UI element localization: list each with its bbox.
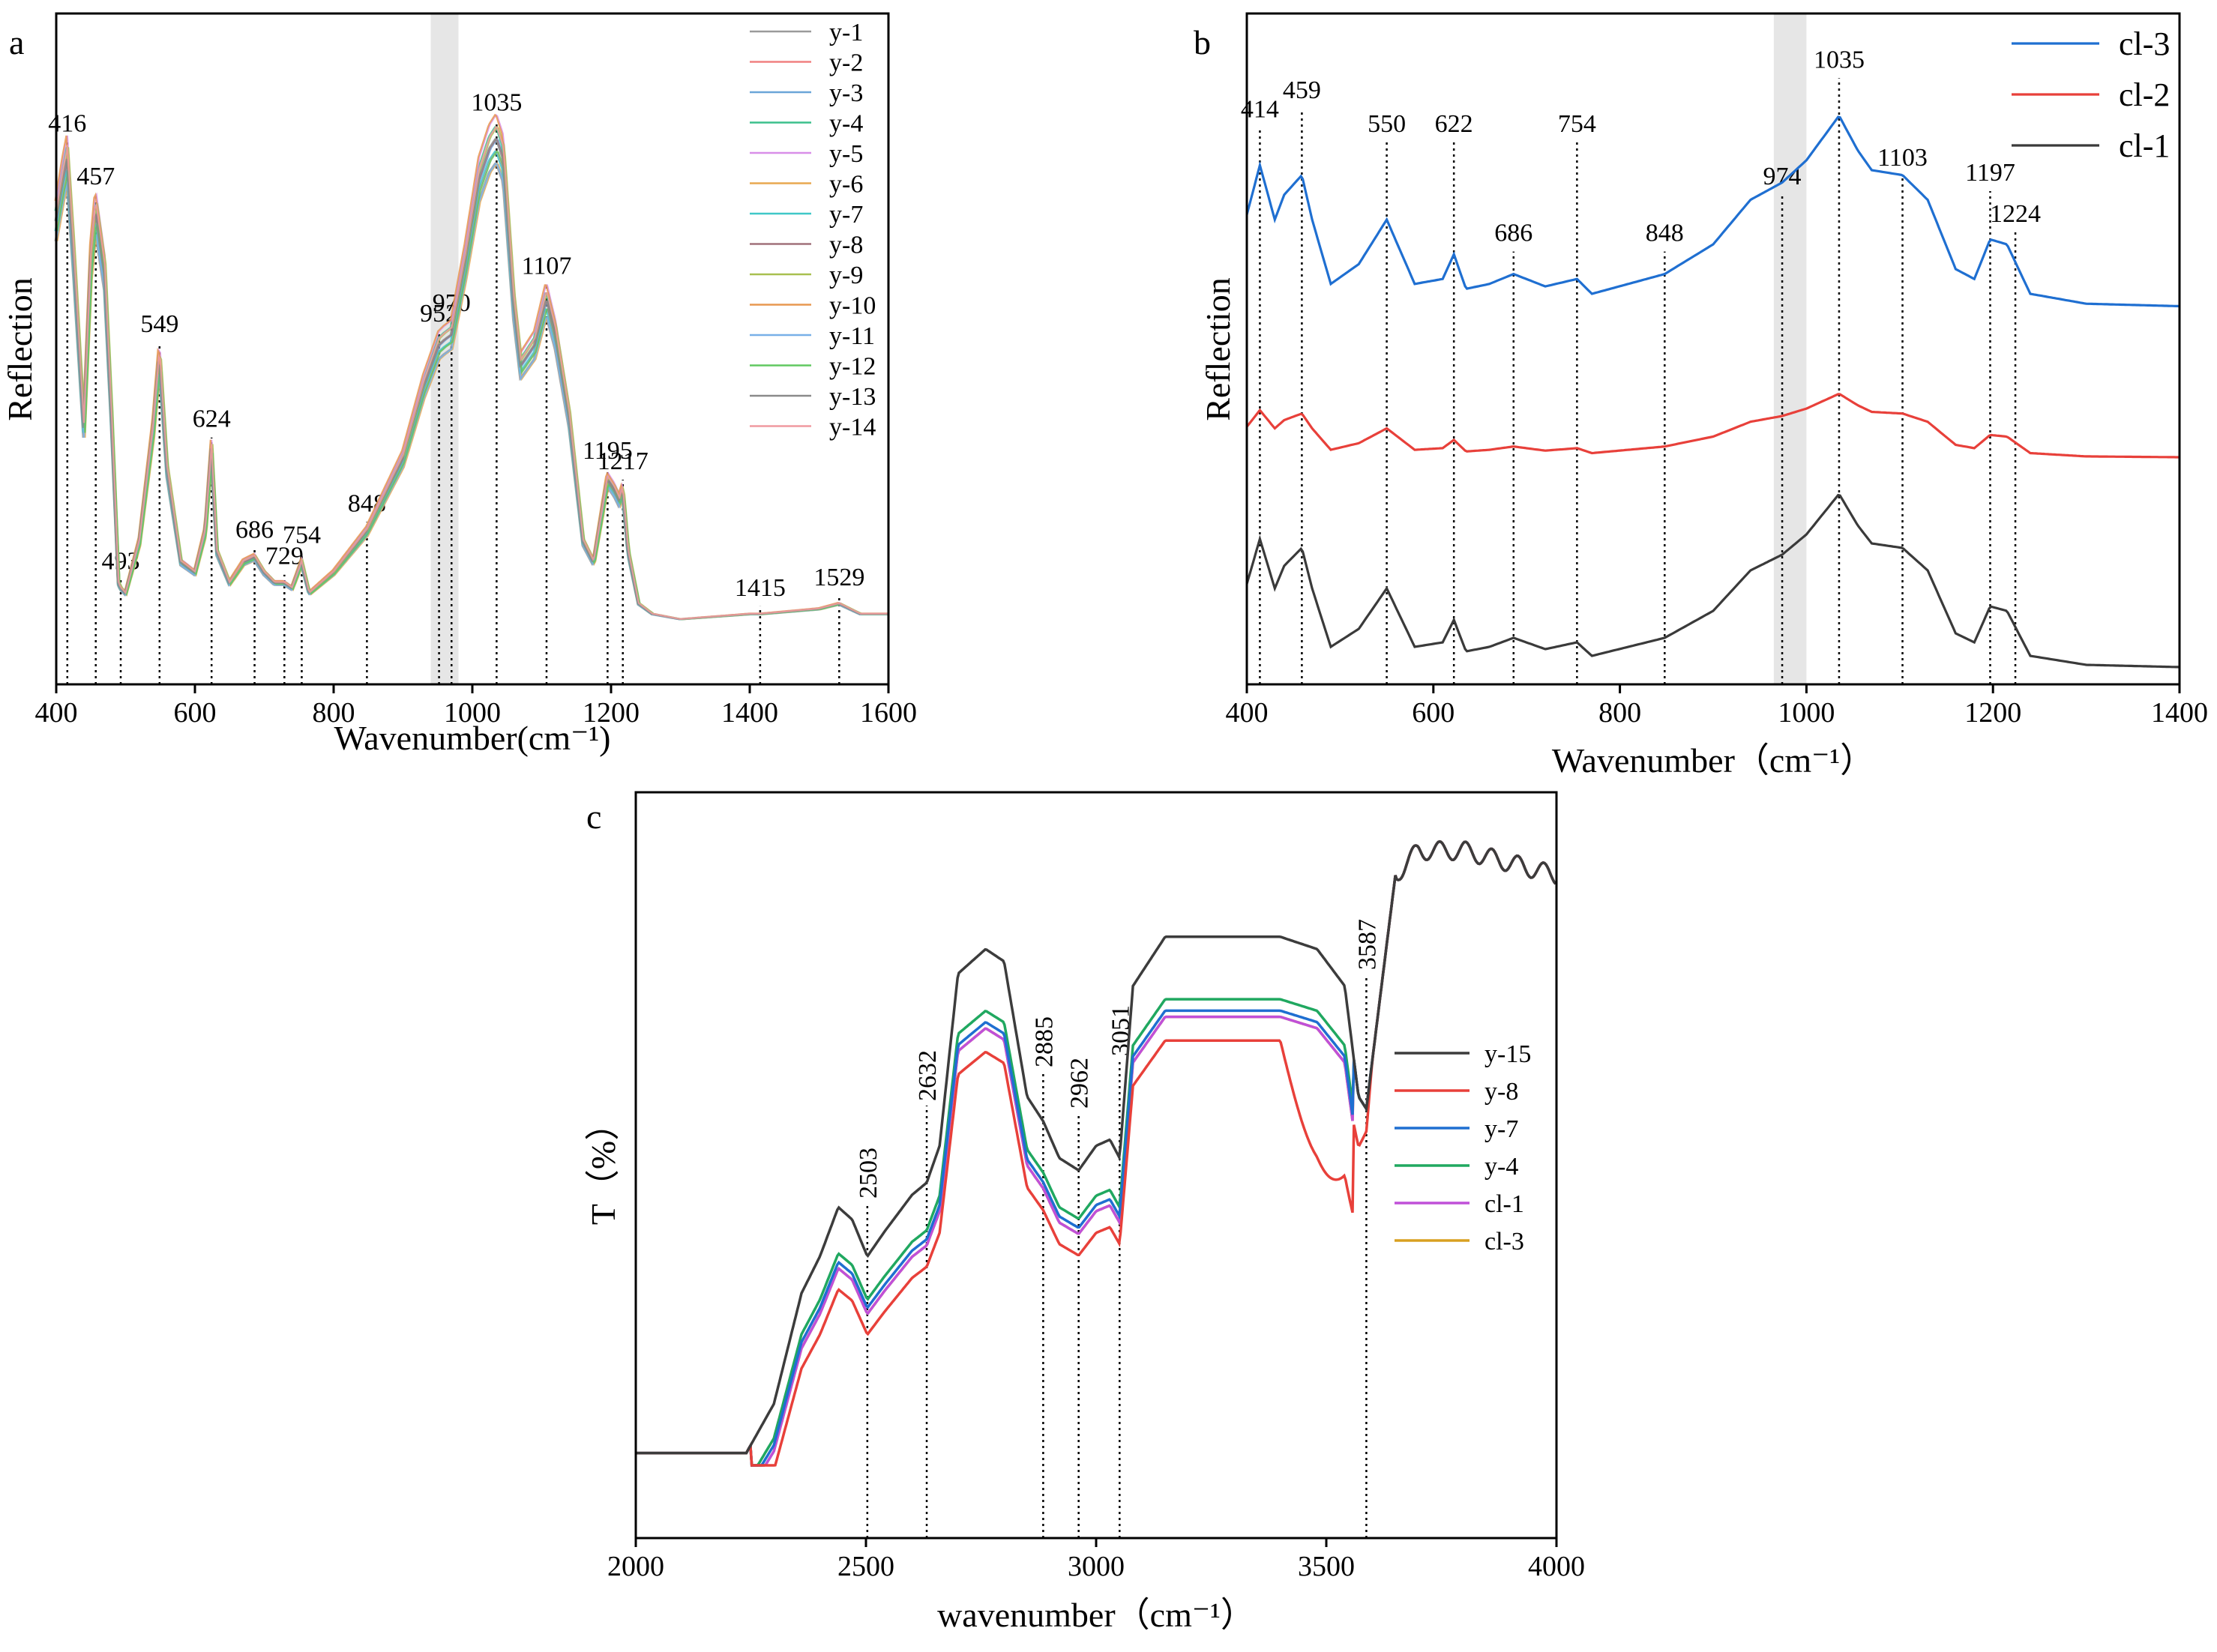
- panel-b-peak-label: 459: [1283, 76, 1321, 104]
- panel-b-peak-label: 974: [1763, 163, 1802, 190]
- panel-a-legend-label: y-10: [829, 292, 876, 320]
- panel-a-legend-label: y-8: [829, 232, 863, 259]
- panel-b-xlabel: Wavenumber（cm⁻¹）: [1552, 741, 1874, 780]
- panel-a-legend-label: y-3: [829, 79, 863, 107]
- panel-c-series-cl-1: [636, 839, 1557, 1467]
- panel-a-peak-label: 1529: [813, 564, 864, 591]
- panel-b-xtick-label: 1000: [1778, 697, 1835, 729]
- panel-a-peak-label: 1415: [735, 574, 786, 602]
- panel-b-xtick-label: 400: [1226, 697, 1269, 729]
- panel-b-legend-label: cl-3: [2119, 25, 2170, 62]
- panel-a-peak-label: 729: [265, 543, 304, 570]
- panel-a-peak-label: 754: [283, 522, 321, 549]
- panel-c-series-y-15: [636, 839, 1557, 1455]
- panel-a-peak-label: 416: [48, 110, 86, 138]
- panel-b-peak-label: 1224: [1990, 200, 2041, 228]
- panel-c-xtick-label: 4000: [1528, 1551, 1585, 1582]
- panel-b-xtick-label: 1400: [2151, 697, 2208, 729]
- panel-a-peak-label: 1035: [471, 88, 522, 116]
- panel-c-xtick-label: 3500: [1298, 1551, 1355, 1582]
- panel-c-xtick-label: 2000: [607, 1551, 664, 1582]
- panel-a-peak-label: 624: [193, 406, 231, 433]
- panel-a-legend: y-1y-2y-3y-4y-5y-6y-7y-8y-9y-10y-11y-12y…: [750, 19, 876, 441]
- panel-a-xtick-label: 400: [35, 697, 78, 729]
- panel-a-peak-label: 1195: [583, 437, 633, 465]
- panel-a-xtick-label: 800: [313, 697, 355, 729]
- panel-a-legend-label: y-5: [829, 140, 863, 168]
- panel-c-xlabel: wavenumber（cm⁻¹）: [937, 1596, 1255, 1634]
- panel-a-legend-label: y-2: [829, 49, 863, 77]
- panel-b-shaded-band: [1773, 13, 1807, 684]
- panel-b-peak-label: 754: [1558, 110, 1596, 138]
- panel-a-legend-label: y-13: [829, 383, 876, 411]
- panel-c-xtick-label: 2500: [837, 1551, 894, 1582]
- panel-a-xtick-label: 1600: [860, 697, 917, 729]
- panel-b-xtick-label: 800: [1598, 697, 1641, 729]
- panel-c-legend-label: y-7: [1484, 1115, 1518, 1143]
- panel-a-legend-label: y-12: [829, 353, 876, 381]
- panel-a-peak-label: 686: [235, 516, 274, 544]
- panel-a-legend-label: y-9: [829, 262, 863, 289]
- panel-c-ylabel: T（%）: [584, 1106, 622, 1225]
- panel-b-xtick-label: 1200: [1964, 697, 2021, 729]
- panel-b-series-cl-1: [1245, 493, 2180, 669]
- panel-a-xtick-label: 1000: [444, 697, 501, 729]
- panel-c-peak-label: 3587: [1353, 919, 1381, 970]
- panel-a-peak-label: 457: [76, 163, 115, 190]
- panel-b-peak-label: 622: [1435, 110, 1473, 138]
- panel-c-letter: c: [586, 798, 601, 836]
- panel-a-legend-label: y-14: [829, 414, 876, 441]
- panel-b-legend-label: cl-2: [2119, 76, 2170, 113]
- panel-b-peak-label: 848: [1646, 220, 1684, 247]
- panel-b-legend-label: cl-1: [2119, 127, 2170, 164]
- panel-a-xtick-label: 600: [174, 697, 217, 729]
- panel-a-xtick-label: 1200: [583, 697, 640, 729]
- panel-b-peak-label: 1035: [1814, 46, 1865, 73]
- panel-c-peak-label: 2962: [1066, 1058, 1094, 1109]
- panel-b-series-cl-3: [1245, 115, 2180, 308]
- panel-b-xtick-label: 600: [1412, 697, 1455, 729]
- panel-c-series-y-7: [636, 839, 1557, 1467]
- panel-a-xlabel: Wavenumber(cm⁻¹): [334, 719, 611, 757]
- panel-a-series-y-14: [55, 126, 888, 621]
- panel-a-peak-label: 1107: [522, 253, 572, 280]
- panel-c-series-y-8: [636, 839, 1557, 1467]
- panel-a-legend-label: y-6: [829, 171, 863, 199]
- panel-c-legend: y-15 y-8 y-7 y-4 cl-1 cl-3: [1395, 1040, 1531, 1255]
- panel-b-series-cl-2: [1245, 393, 2180, 459]
- panel-b-letter: b: [1194, 23, 1211, 61]
- panel-b-legend: cl-3 cl-2 cl-1: [2012, 25, 2170, 164]
- panel-a-ylabel: Reflection: [1, 277, 39, 421]
- panel-c-series-cl-3: [636, 839, 1557, 1467]
- panel-a: a 41645749354962468672975484895297010351…: [1, 12, 917, 757]
- panel-a-xtick-label: 1400: [721, 697, 778, 729]
- panel-c-series-y-4: [636, 839, 1557, 1467]
- panel-a-letter: a: [9, 23, 24, 61]
- panel-a-peak-label: 549: [140, 310, 178, 338]
- panel-c-legend-label: cl-3: [1484, 1228, 1524, 1255]
- panel-c-peak-label: 2885: [1030, 1016, 1058, 1067]
- panel-a-legend-label: y-11: [829, 322, 875, 350]
- panel-b-peak-label: 1103: [1877, 144, 1928, 172]
- panel-a-legend-label: y-7: [829, 201, 863, 229]
- panel-c-legend-label: cl-1: [1484, 1190, 1524, 1218]
- panel-c-peak-label: 2503: [855, 1148, 882, 1199]
- panel-c-legend-label: y-8: [1484, 1078, 1518, 1106]
- panel-b-peak-label: 686: [1494, 220, 1532, 247]
- panel-b-axes: [1245, 12, 2181, 686]
- panel-c-peak-label: 2632: [914, 1050, 942, 1101]
- panel-b-peak-label: 550: [1368, 110, 1406, 138]
- panel-a-legend-label: y-1: [829, 19, 863, 46]
- panel-c-xtick-label: 3000: [1068, 1551, 1125, 1582]
- panel-b-peak-label: 1197: [1965, 159, 2015, 187]
- panel-c-legend-label: y-4: [1484, 1153, 1518, 1181]
- panel-a-legend-label: y-4: [829, 110, 863, 138]
- panel-b-ylabel: Reflection: [1199, 277, 1237, 421]
- panel-c-legend-label: y-15: [1484, 1040, 1531, 1068]
- panel-a-peak-label: 1217: [598, 447, 649, 475]
